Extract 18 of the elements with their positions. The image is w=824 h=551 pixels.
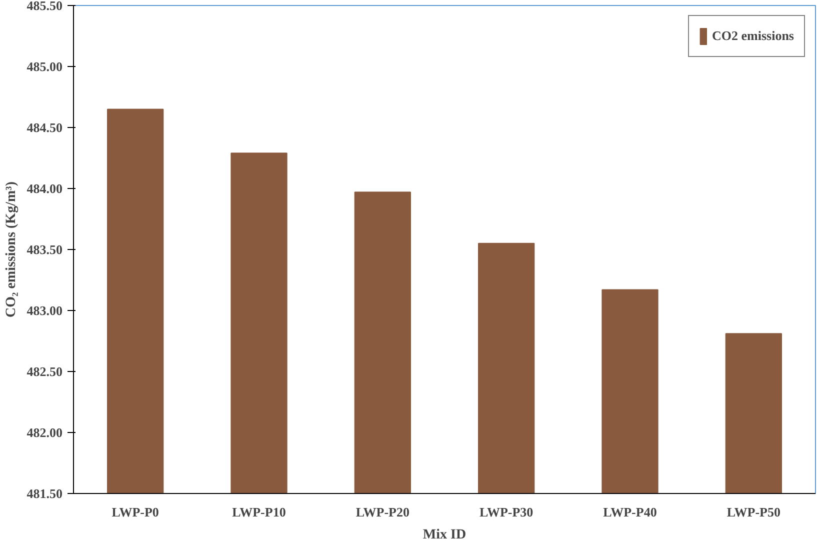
y-tick-label: 484.00 [26, 181, 62, 196]
x-tick-label: LWP-P10 [232, 504, 286, 520]
y-axis-title: CO₂ emissions (Kg/m³) [4, 181, 19, 318]
y-tick-label: 482.00 [26, 425, 62, 440]
x-axis-title: Mix ID [422, 528, 466, 542]
legend-label: CO2 emissions [712, 28, 794, 44]
y-tick-label: 485.50 [26, 0, 62, 13]
x-tick-label: LWP-P0 [112, 504, 159, 520]
y-tick-label: 481.50 [26, 486, 62, 501]
y-tick-label: 485.00 [26, 59, 62, 74]
x-tick-label: LWP-P30 [479, 504, 534, 520]
x-tick-label: LWP-P40 [603, 504, 657, 520]
y-tick-label: 483.00 [26, 303, 62, 318]
x-tick-label: LWP-P20 [356, 504, 410, 520]
y-tick-label: 484.50 [26, 120, 62, 135]
x-tick-label: LWP-P50 [726, 504, 781, 520]
y-tick-label: 482.50 [26, 364, 62, 379]
y-tick-label: 483.50 [26, 242, 62, 257]
